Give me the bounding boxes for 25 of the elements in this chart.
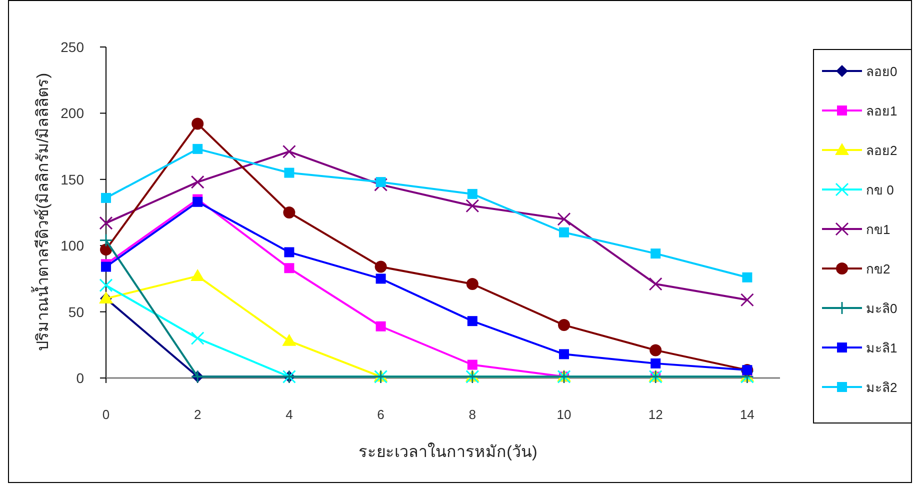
y-tick-label: 150 <box>60 171 84 188</box>
x-tick-label: 0 <box>102 407 110 422</box>
legend-label: มะลิ0 <box>866 301 898 316</box>
x-tick-label: 12 <box>648 407 663 422</box>
legend-label: ลอย2 <box>866 143 898 158</box>
x-tick-label: 10 <box>556 407 572 422</box>
x-tick-label: 14 <box>740 407 754 422</box>
legend-label: กข1 <box>866 222 890 237</box>
x-tick-label: 8 <box>468 407 476 422</box>
y-tick-label: 250 <box>60 39 84 55</box>
legend-label: ลอย0 <box>866 64 898 79</box>
x-tick-label: 2 <box>194 407 202 422</box>
y-tick-label: 100 <box>60 238 84 254</box>
legend-label: มะลิ2 <box>866 380 898 395</box>
y-tick-label: 0 <box>76 370 84 386</box>
x-tick-label: 4 <box>286 407 293 422</box>
legend-label: กข2 <box>866 262 890 276</box>
legend-label: มะลิ1 <box>866 340 898 356</box>
y-axis-title: ปริมาณน้ำตาลรีดิวซ์(มิลลิกรัม/มิลลิลิตร) <box>31 72 52 352</box>
legend-label: กข 0 <box>866 182 894 198</box>
y-tick-label: 50 <box>68 304 84 320</box>
x-tick-label: 6 <box>377 407 384 422</box>
x-axis-title: ระยะเวลาในการหมัก(วัน) <box>358 442 538 461</box>
y-tick-label: 200 <box>60 105 84 122</box>
legend-label: ลอย1 <box>866 104 898 118</box>
